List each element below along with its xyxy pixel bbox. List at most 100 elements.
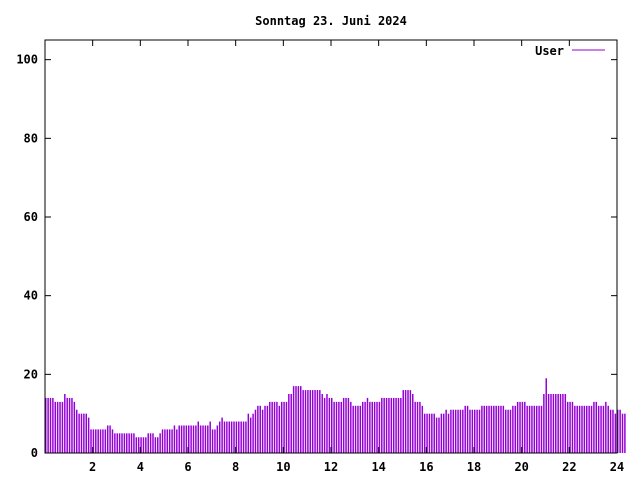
bar [369,401,371,453]
bar [395,397,397,453]
bar [533,405,536,453]
bar [137,437,140,453]
x-axis: 2 4 6 8 10 12 14 16 18 20 22 24 [89,40,624,474]
bar [383,397,385,453]
bar [588,405,590,453]
bar [597,405,600,453]
bar [605,401,607,453]
bar [371,401,373,453]
bar [161,429,164,453]
bar [142,437,145,453]
bar [378,401,381,453]
bar [109,425,111,453]
bar [516,401,519,453]
bar [466,405,469,453]
bar [97,429,99,453]
bar [388,397,390,453]
bar [314,390,316,453]
bar [240,421,242,453]
x-tick-label: 12 [324,460,338,474]
bar [185,425,188,453]
bar [164,429,166,453]
bar [99,429,102,453]
bar [271,401,273,453]
bar [214,429,216,453]
bar [56,401,59,453]
bar [526,405,528,453]
bar [426,413,428,453]
bar [600,405,602,453]
bar [149,433,152,453]
bar [364,401,366,453]
bar [114,433,116,453]
bar [500,405,502,453]
x-tick-label: 22 [562,460,576,474]
bar [292,386,295,453]
bar [280,401,283,453]
bar [54,401,57,453]
bar [357,405,359,453]
bar [574,405,576,453]
bar [218,421,221,453]
legend: User [535,44,605,58]
bar [581,405,583,453]
bar [45,397,47,453]
bar [331,397,333,453]
bar [555,394,557,453]
bar [180,425,183,453]
plot-frame [44,39,618,454]
bar [128,433,130,453]
y-tick-label: 80 [24,131,38,145]
bar [323,397,326,453]
bar [307,390,309,453]
y-tick-label: 0 [31,446,38,460]
bar [157,437,159,453]
bar [83,413,85,453]
bar [390,397,393,453]
bar [140,437,142,453]
x-tick-label: 16 [419,460,433,474]
y-tick-label: 100 [16,53,38,67]
bar [266,405,269,453]
bar [435,417,438,453]
bar [464,405,466,453]
bar [476,409,478,453]
bar [333,401,335,453]
bar [509,409,512,453]
bar [95,429,97,453]
bar [507,409,509,453]
bar [197,421,200,453]
y-tick-label: 40 [24,289,38,303]
bar [352,405,354,453]
bar [590,405,593,453]
bar [404,390,407,453]
bar [230,421,233,453]
bar [85,413,87,453]
bar [259,405,261,453]
bar [221,417,223,453]
y-axis: 0 20 40 60 80 100 [16,53,617,460]
x-tick-label: 24 [610,460,624,474]
x-tick-label: 4 [137,460,144,474]
bar [607,405,609,453]
bar [126,433,128,453]
bar [595,401,598,453]
bar [152,433,154,453]
bar [211,429,214,453]
bar [557,394,559,453]
bar [257,405,259,453]
bar-series [45,378,626,453]
bar [614,413,617,453]
bar [273,401,276,453]
bar [397,397,400,453]
bar [71,397,73,453]
bar [550,394,552,453]
bar [111,429,114,453]
chart-title: Sonntag 23. Juni 2024 [255,14,407,28]
bar [326,394,328,453]
bar [288,394,290,453]
bar [92,429,95,453]
x-tick-label: 18 [467,460,481,474]
bar [297,386,300,453]
